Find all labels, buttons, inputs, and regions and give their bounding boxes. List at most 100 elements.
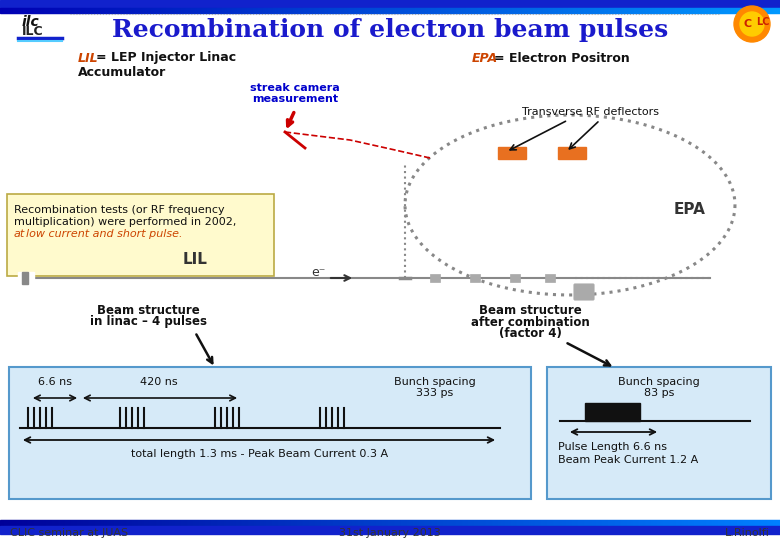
Bar — [598, 8, 599, 13]
Bar — [697, 520, 698, 526]
Bar — [655, 8, 656, 13]
Bar — [562, 8, 563, 13]
Bar — [474, 520, 475, 526]
Bar — [213, 520, 214, 526]
Bar — [273, 520, 274, 526]
Bar — [114, 520, 115, 526]
Bar — [265, 8, 266, 13]
Bar — [513, 8, 514, 13]
Bar — [747, 520, 748, 526]
Bar — [475, 8, 476, 13]
Bar — [399, 520, 400, 526]
Bar — [387, 8, 388, 13]
Bar — [565, 520, 566, 526]
Bar — [470, 274, 480, 282]
Bar — [466, 520, 467, 526]
Bar — [89, 8, 90, 13]
Bar — [185, 8, 186, 13]
Text: 83 ps: 83 ps — [644, 388, 674, 398]
Bar — [318, 520, 319, 526]
Bar — [678, 520, 679, 526]
Bar — [25, 520, 26, 526]
Bar — [633, 8, 634, 13]
Bar — [692, 520, 693, 526]
Bar — [145, 520, 146, 526]
Bar — [491, 8, 492, 13]
Bar — [306, 520, 307, 526]
Bar — [178, 8, 179, 13]
Bar — [476, 520, 477, 526]
Bar — [19, 520, 20, 526]
Bar — [371, 8, 372, 13]
Bar — [541, 520, 542, 526]
Bar — [175, 520, 176, 526]
Bar — [466, 8, 467, 13]
Bar — [227, 8, 228, 13]
Bar — [272, 520, 273, 526]
Bar — [702, 8, 703, 13]
Text: LIL: LIL — [78, 51, 98, 64]
Bar — [87, 8, 88, 13]
Bar — [527, 520, 528, 526]
Bar — [456, 520, 457, 526]
Text: Beam structure: Beam structure — [97, 303, 200, 316]
Bar — [47, 8, 48, 13]
Bar — [64, 8, 65, 13]
Bar — [520, 520, 521, 526]
Bar — [343, 8, 344, 13]
Bar — [518, 520, 519, 526]
Bar — [322, 8, 323, 13]
Bar — [154, 520, 155, 526]
Bar — [5, 8, 6, 13]
Bar — [601, 520, 602, 526]
Bar — [257, 8, 258, 13]
Bar — [613, 8, 614, 13]
Bar — [441, 520, 442, 526]
Bar — [460, 520, 461, 526]
Bar — [324, 8, 325, 13]
Bar — [652, 8, 653, 13]
Bar — [230, 520, 231, 526]
Bar — [571, 520, 572, 526]
Bar — [494, 8, 495, 13]
Bar — [420, 520, 421, 526]
Bar — [270, 520, 271, 526]
Bar — [518, 8, 519, 13]
Bar — [346, 8, 347, 13]
Bar — [288, 520, 289, 526]
Bar — [104, 520, 105, 526]
Bar — [56, 520, 57, 526]
Bar — [293, 520, 294, 526]
Bar — [204, 520, 205, 526]
Bar — [302, 520, 303, 526]
Bar — [40, 8, 41, 13]
Bar — [149, 8, 150, 13]
Bar — [99, 8, 100, 13]
Bar — [269, 520, 270, 526]
Bar — [1, 520, 2, 526]
Bar — [137, 8, 138, 13]
Bar — [683, 8, 684, 13]
Bar — [475, 520, 476, 526]
Bar — [132, 520, 133, 526]
Bar — [235, 8, 236, 13]
Bar — [477, 8, 478, 13]
Bar — [496, 520, 497, 526]
Bar — [411, 520, 412, 526]
Bar — [311, 520, 312, 526]
Bar — [81, 520, 82, 526]
Bar — [86, 520, 87, 526]
Bar — [552, 8, 553, 13]
Bar — [608, 8, 609, 13]
Bar — [433, 8, 434, 13]
Bar — [772, 8, 773, 13]
Bar — [599, 8, 600, 13]
Bar — [430, 520, 431, 526]
Bar — [315, 8, 316, 13]
Bar — [653, 520, 654, 526]
Bar — [199, 520, 200, 526]
Bar — [52, 520, 53, 526]
Bar — [626, 520, 627, 526]
Bar — [504, 8, 505, 13]
Bar — [602, 8, 603, 13]
